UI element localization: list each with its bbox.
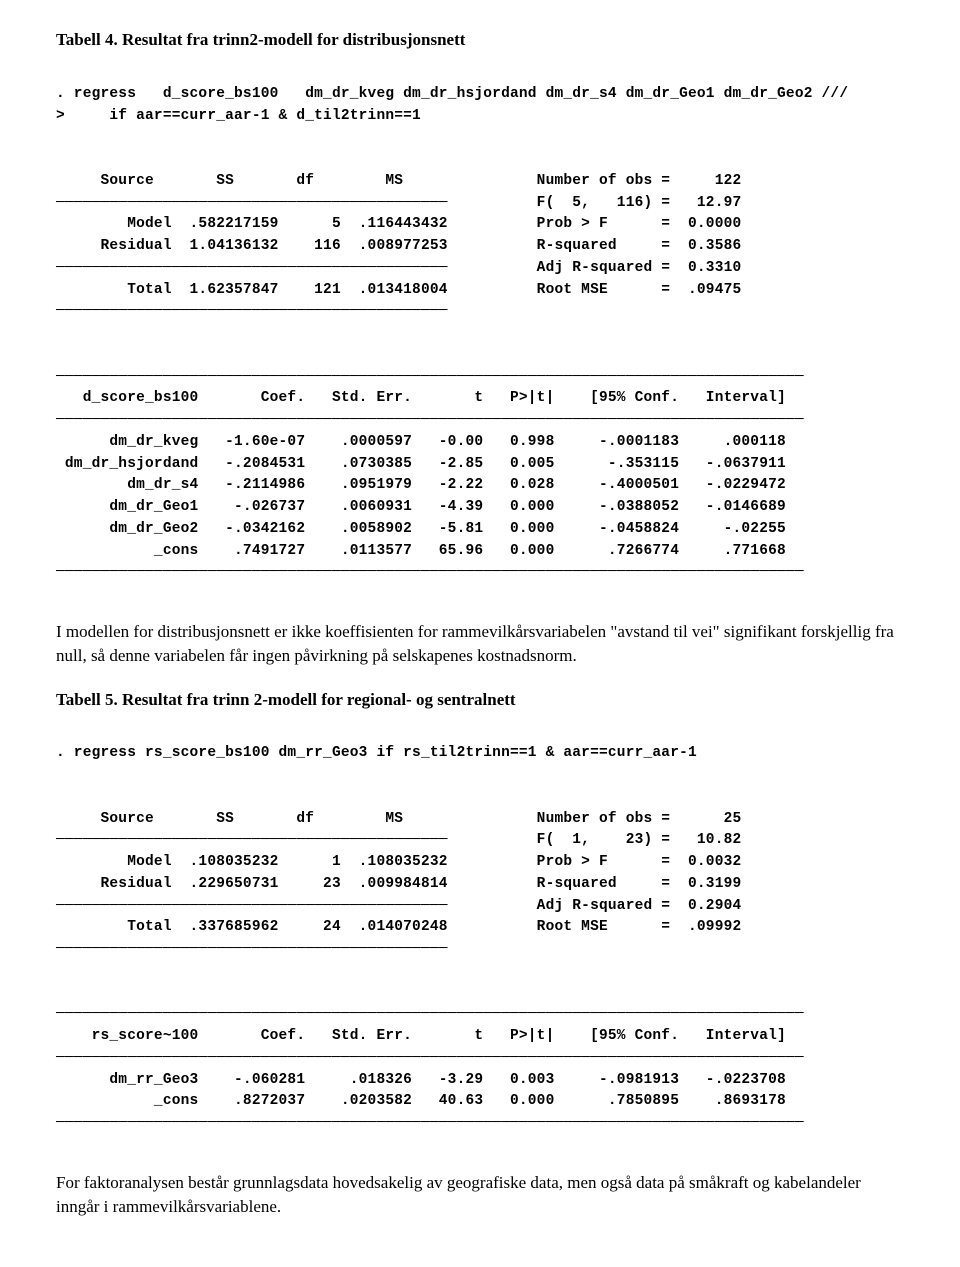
paragraph-1: I modellen for distribusjonsnett er ikke… (56, 620, 904, 668)
table-4-heading: Tabell 4. Resultat fra trinn2-modell for… (56, 28, 904, 52)
stata-output-1: . regress d_score_bs100 dm_dr_kveg dm_dr… (56, 84, 904, 584)
stata-output-2: . regress rs_score_bs100 dm_rr_Geo3 if r… (56, 743, 904, 1135)
paragraph-2: For faktoranalysen består grunnlagsdata … (56, 1171, 904, 1219)
table-5-heading: Tabell 5. Resultat fra trinn 2-modell fo… (56, 688, 904, 712)
